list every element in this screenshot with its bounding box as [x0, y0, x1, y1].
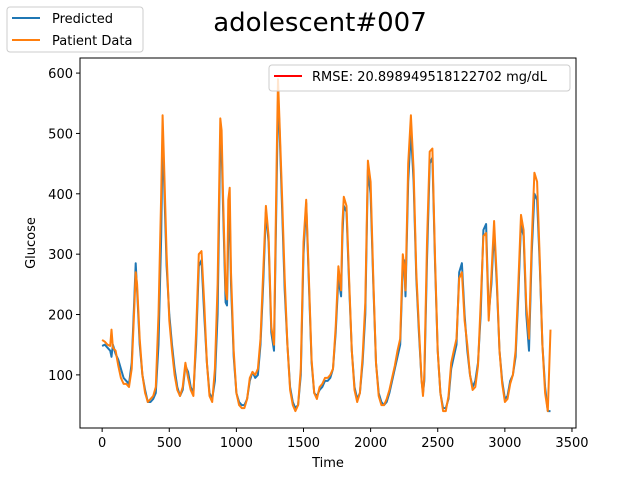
x-tick-label: 500: [157, 436, 182, 451]
figure-legend: Predicted Patient Data: [6, 6, 144, 53]
chart-title: adolescent#007: [213, 8, 426, 38]
x-tick-label: 0: [98, 436, 106, 451]
figure-legend-box: [6, 6, 144, 53]
y-tick-label: 300: [48, 248, 73, 263]
y-tick-label: 100: [48, 369, 73, 384]
y-tick-label: 200: [48, 309, 73, 324]
x-tick-label: 3000: [488, 436, 521, 451]
x-tick-label: 1000: [220, 436, 253, 451]
legend-label-predicted: Predicted: [52, 12, 113, 27]
y-tick-label: 500: [48, 127, 73, 142]
series-line-patient-data: [101, 78, 552, 413]
y-tick-label: 600: [48, 67, 73, 82]
x-tick-label: 1500: [287, 436, 320, 451]
series-layer: [101, 78, 552, 413]
rmse-legend-label: RMSE: 20.898949518122702 mg/dL: [312, 70, 548, 85]
y-axis-label: Glucose: [24, 217, 39, 269]
x-tick-label: 2500: [421, 436, 454, 451]
x-tick-label: 3500: [555, 436, 588, 451]
y-tick-label: 400: [48, 188, 73, 203]
x-axis-label: Time: [311, 456, 344, 471]
x-tick-label: 2000: [354, 436, 387, 451]
rmse-legend: RMSE: 20.898949518122702 mg/dL: [268, 64, 571, 92]
plot-frame: [79, 57, 577, 429]
legend-label-patient-data: Patient Data: [52, 34, 132, 49]
y-axis-ticks: 100 200 300 400 500 600: [48, 67, 80, 384]
x-axis-ticks: 0 500 1000 1500 2000 2500 3000 3500: [98, 428, 589, 451]
rmse-legend-box: [268, 64, 571, 92]
